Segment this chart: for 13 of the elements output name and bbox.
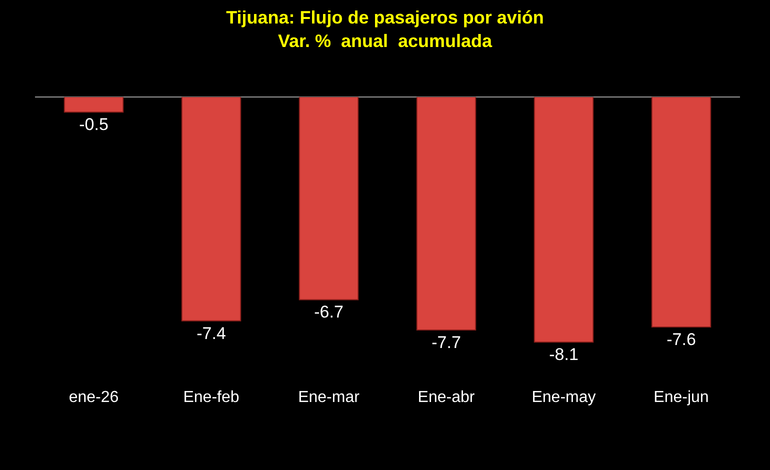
chart-title: Tijuana: Flujo de pasajeros por avión Var. % anual acumulada (226, 8, 544, 51)
data-label: -7.6 (666, 330, 696, 349)
x-tick-label: Ene-jun (654, 389, 709, 406)
x-tick-label: Ene-abr (418, 389, 476, 406)
data-label: -7.7 (432, 333, 461, 352)
data-label: -6.7 (314, 302, 344, 322)
x-tick-label: Ene-mar (298, 389, 360, 406)
x-tick-label: Ene-feb (183, 389, 240, 406)
x-tick-label: Ene-may (532, 389, 596, 406)
data-label: -0.5 (79, 115, 108, 134)
data-label: -8.1 (549, 345, 578, 364)
data-label: -7.4 (196, 324, 226, 343)
x-tick-label: ene-26 (68, 389, 119, 406)
